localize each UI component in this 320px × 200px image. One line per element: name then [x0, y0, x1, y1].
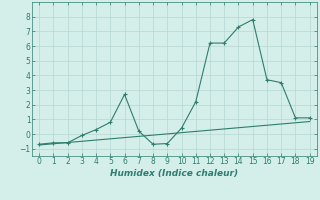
X-axis label: Humidex (Indice chaleur): Humidex (Indice chaleur) [110, 169, 238, 178]
